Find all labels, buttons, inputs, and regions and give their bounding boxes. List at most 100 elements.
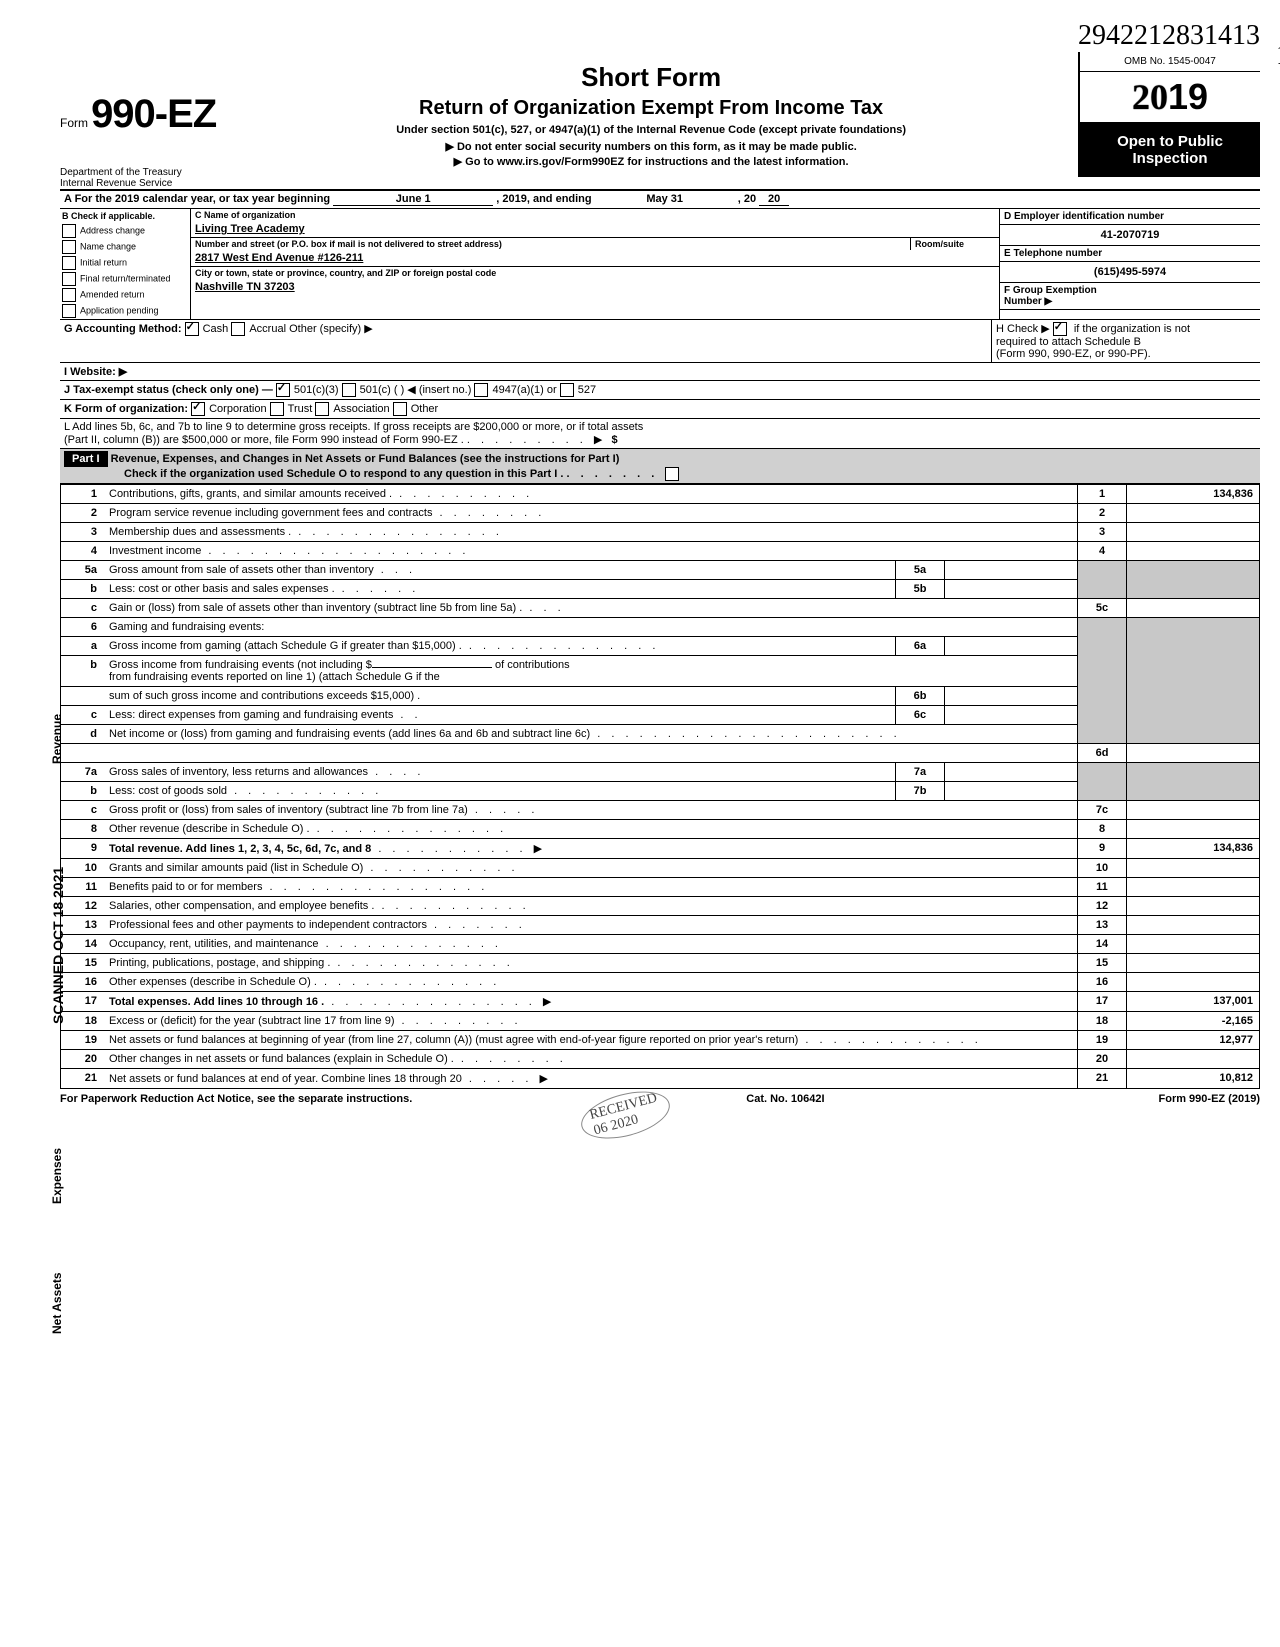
checkbox-part1[interactable] xyxy=(665,467,679,481)
l15-v[interactable] xyxy=(1127,954,1260,973)
dots: . . . . . . . . . xyxy=(467,434,594,446)
l21-v[interactable]: 10,812 xyxy=(1127,1069,1260,1089)
l11-v[interactable] xyxy=(1127,878,1260,897)
b-opt-1[interactable]: Name change xyxy=(60,239,190,255)
title: Short Form xyxy=(232,62,1070,93)
l16-v[interactable] xyxy=(1127,973,1260,992)
l5a-t: Gross amount from sale of assets other t… xyxy=(109,564,374,576)
checkbox-accrual[interactable] xyxy=(231,322,245,336)
checkbox-icon[interactable] xyxy=(62,304,76,318)
l6b-t4: sum of such gross income and contributio… xyxy=(109,690,420,702)
l12-v[interactable] xyxy=(1127,897,1260,916)
public-2: Inspection xyxy=(1084,150,1256,167)
k-label: K Form of organization: xyxy=(64,403,188,415)
l5b-t: Less: cost or other basis and sales expe… xyxy=(109,583,335,595)
l21-t: Net assets or fund balances at end of ye… xyxy=(109,1073,462,1085)
checkbox-icon[interactable] xyxy=(62,272,76,286)
b-opt-3[interactable]: Final return/terminated xyxy=(60,271,190,287)
l14-t: Occupancy, rent, utilities, and maintena… xyxy=(109,938,319,950)
l-l1: L Add lines 5b, 6c, and 7b to line 9 to … xyxy=(64,421,643,433)
l6c-t: Less: direct expenses from gaming and fu… xyxy=(109,709,393,721)
line-i[interactable]: I Website: ▶ xyxy=(64,366,127,378)
ein[interactable]: 41-2070719 xyxy=(1000,225,1260,245)
l18-v[interactable]: -2,165 xyxy=(1127,1012,1260,1031)
checkbox-527[interactable] xyxy=(560,383,574,397)
l14-v[interactable] xyxy=(1127,935,1260,954)
omb: OMB No. 1545-0047 xyxy=(1080,52,1260,72)
part1-title: Revenue, Expenses, and Changes in Net As… xyxy=(111,453,620,465)
l6b-v[interactable] xyxy=(945,687,1078,706)
checkbox-h[interactable] xyxy=(1053,322,1067,336)
page-marker: 1 xyxy=(1276,40,1280,72)
checkbox-501c3[interactable] xyxy=(276,383,290,397)
g-other: Other (specify) ▶ xyxy=(289,323,373,335)
checkbox-501c[interactable] xyxy=(342,383,356,397)
l10-v[interactable] xyxy=(1127,859,1260,878)
note-1: ▶ Do not enter social security numbers o… xyxy=(232,140,1070,153)
checkbox-other[interactable] xyxy=(393,402,407,416)
l9-t: Total revenue. Add lines 1, 2, 3, 4, 5c,… xyxy=(109,843,371,855)
l7c-v[interactable] xyxy=(1127,801,1260,820)
org-name[interactable]: Living Tree Academy xyxy=(191,221,999,237)
dept-2: Internal Revenue Service xyxy=(60,178,210,189)
h-l2: if the organization is not xyxy=(1074,323,1190,335)
addr[interactable]: 2817 West End Avenue #126-211 xyxy=(191,250,999,266)
l19-v[interactable]: 12,977 xyxy=(1127,1031,1260,1050)
line-a-begin[interactable]: June 1 xyxy=(333,193,493,206)
f-label-2: Number ▶ xyxy=(1004,296,1052,307)
l7a-v[interactable] xyxy=(945,763,1078,782)
l2-v[interactable] xyxy=(1127,504,1260,523)
b-opt-0[interactable]: Address change xyxy=(60,223,190,239)
line-j: J Tax-exempt status (check only one) — 5… xyxy=(60,381,1260,399)
l6d-v[interactable] xyxy=(1127,744,1260,763)
line-a-end[interactable]: May 31 xyxy=(595,193,735,205)
b-opt-2[interactable]: Initial return xyxy=(60,255,190,271)
l6c-v[interactable] xyxy=(945,706,1078,725)
l6b-blank[interactable] xyxy=(372,667,492,668)
checkbox-icon[interactable] xyxy=(62,256,76,270)
checkbox-icon[interactable] xyxy=(62,240,76,254)
subtitle: Return of Organization Exempt From Incom… xyxy=(232,97,1070,120)
l5a-v[interactable] xyxy=(945,561,1078,580)
line-a-mid: , 2019, and ending xyxy=(496,193,591,205)
j-d: 4947(a)(1) or xyxy=(492,384,556,396)
l13-v[interactable] xyxy=(1127,916,1260,935)
city[interactable]: Nashville TN 37203 xyxy=(191,279,999,295)
l17-v[interactable]: 137,001 xyxy=(1127,992,1260,1012)
checkbox-icon[interactable] xyxy=(62,288,76,302)
l7c-t: Gross profit or (loss) from sales of inv… xyxy=(109,804,468,816)
l5b-v[interactable] xyxy=(945,580,1078,599)
j-c: ) ◀ (insert no.) xyxy=(401,384,472,396)
line-g: G Accounting Method: Cash Accrual Other … xyxy=(60,320,992,362)
l19-t: Net assets or fund balances at beginning… xyxy=(109,1034,798,1046)
l17-t: Total expenses. Add lines 10 through 16 … xyxy=(109,996,324,1008)
checkbox-4947[interactable] xyxy=(474,383,488,397)
l20-v[interactable] xyxy=(1127,1050,1260,1069)
b-opt-5[interactable]: Application pending xyxy=(60,303,190,319)
l5c-v[interactable] xyxy=(1127,599,1260,618)
l7b-v[interactable] xyxy=(945,782,1078,801)
k-d: Other xyxy=(411,403,439,415)
line-a-yr2[interactable]: 20 xyxy=(759,193,789,206)
h-l1: H Check ▶ xyxy=(996,323,1050,335)
b-opt-4[interactable]: Amended return xyxy=(60,287,190,303)
l4-v[interactable] xyxy=(1127,542,1260,561)
checkbox-cash[interactable] xyxy=(185,322,199,336)
checkbox-icon[interactable] xyxy=(62,224,76,238)
checkbox-corp[interactable] xyxy=(191,402,205,416)
stamp-number: 2942212831413 xyxy=(60,20,1260,52)
phone[interactable]: (615)495-5974 xyxy=(1000,262,1260,282)
l9-v[interactable]: 134,836 xyxy=(1127,839,1260,859)
checkbox-trust[interactable] xyxy=(270,402,284,416)
l-dollar: $ xyxy=(612,434,618,446)
l1-v[interactable]: 134,836 xyxy=(1127,485,1260,504)
k-a: Corporation xyxy=(209,403,266,415)
l3-v[interactable] xyxy=(1127,523,1260,542)
checkbox-assoc[interactable] xyxy=(315,402,329,416)
col-d: D Employer identification number 41-2070… xyxy=(1000,209,1260,319)
l6a-v[interactable] xyxy=(945,637,1078,656)
l8-v[interactable] xyxy=(1127,820,1260,839)
l6b-t2: of contributions xyxy=(495,659,570,671)
h-l3: required to attach Schedule B xyxy=(996,336,1141,348)
b-opt-3-label: Final return/terminated xyxy=(80,273,171,283)
